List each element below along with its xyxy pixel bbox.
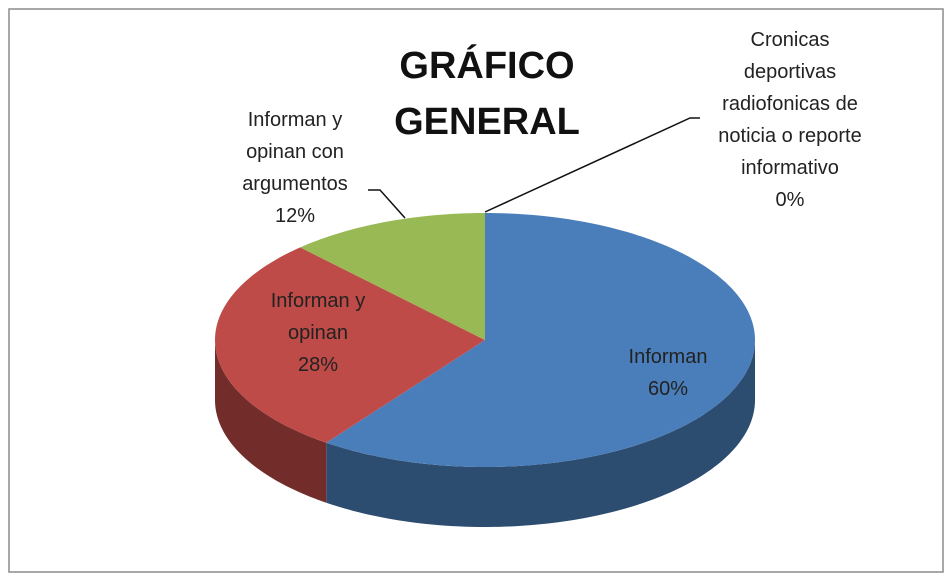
category-label: Informan y opinan xyxy=(270,290,366,344)
data-label: Informan y opinan con argumentos 12% xyxy=(225,104,365,232)
pie-slice-side xyxy=(215,340,327,503)
value-label: 60% xyxy=(647,378,689,400)
data-label: Informan y opinan 28% xyxy=(253,285,383,381)
category-label: Informan y opinan con argumentos xyxy=(242,109,348,195)
category-label: Cronicas deportivas radiofonicas de noti… xyxy=(718,29,862,179)
leader-line xyxy=(484,117,700,213)
leader-line xyxy=(368,189,406,219)
category-label: Informan xyxy=(628,346,708,368)
pie xyxy=(215,213,755,527)
value-label: 28% xyxy=(297,354,339,376)
pie-slice xyxy=(215,247,485,443)
data-label: Informan 60% xyxy=(603,341,733,405)
pie-slice xyxy=(300,213,485,340)
pie-slice-side xyxy=(326,340,755,527)
pie-slice xyxy=(326,213,755,467)
value-label: 12% xyxy=(274,205,316,227)
chart-title: GRÁFICO GENERAL xyxy=(394,45,580,143)
value-label: 0% xyxy=(775,189,805,211)
data-label: Cronicas deportivas radiofonicas de noti… xyxy=(715,24,865,216)
